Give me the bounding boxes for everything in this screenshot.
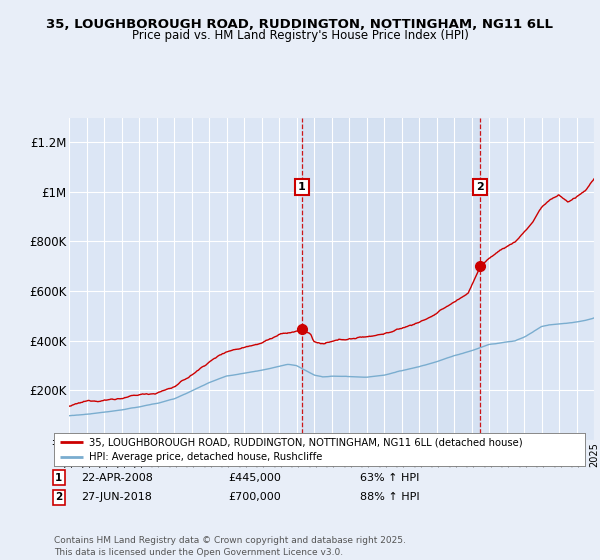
Text: 2: 2 (476, 182, 484, 192)
Text: Contains HM Land Registry data © Crown copyright and database right 2025.
This d: Contains HM Land Registry data © Crown c… (54, 536, 406, 557)
Text: 88% ↑ HPI: 88% ↑ HPI (360, 492, 419, 502)
Text: 1: 1 (55, 473, 62, 483)
Text: 2: 2 (55, 492, 62, 502)
Text: 35, LOUGHBOROUGH ROAD, RUDDINGTON, NOTTINGHAM, NG11 6LL (detached house): 35, LOUGHBOROUGH ROAD, RUDDINGTON, NOTTI… (89, 437, 522, 447)
Text: 27-JUN-2018: 27-JUN-2018 (81, 492, 152, 502)
Text: £445,000: £445,000 (228, 473, 281, 483)
Text: 35, LOUGHBOROUGH ROAD, RUDDINGTON, NOTTINGHAM, NG11 6LL: 35, LOUGHBOROUGH ROAD, RUDDINGTON, NOTTI… (47, 18, 554, 31)
Text: 1: 1 (298, 182, 306, 192)
Text: £700,000: £700,000 (228, 492, 281, 502)
Text: Price paid vs. HM Land Registry's House Price Index (HPI): Price paid vs. HM Land Registry's House … (131, 29, 469, 42)
Text: 22-APR-2008: 22-APR-2008 (81, 473, 153, 483)
Bar (302, 118, 480, 440)
Text: HPI: Average price, detached house, Rushcliffe: HPI: Average price, detached house, Rush… (89, 452, 322, 462)
Text: 63% ↑ HPI: 63% ↑ HPI (360, 473, 419, 483)
